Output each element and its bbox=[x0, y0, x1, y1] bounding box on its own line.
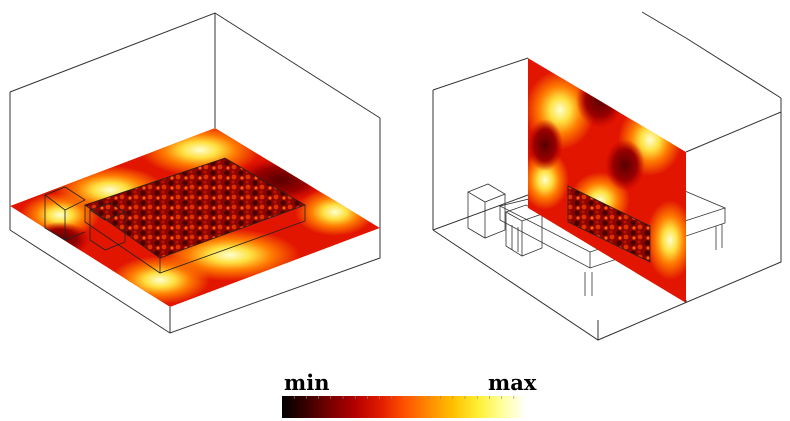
right-room-box bbox=[432, 11, 782, 231]
left-room-box bbox=[9, 12, 381, 230]
right-heatmap-slice bbox=[528, 58, 686, 303]
right-room-box-front bbox=[432, 228, 782, 341]
left-furniture bbox=[44, 157, 306, 274]
left-view bbox=[9, 12, 381, 334]
colorbar-ticks bbox=[293, 396, 515, 399]
colorbar-min-label: min bbox=[284, 370, 330, 395]
left-heatmap-slice bbox=[10, 128, 380, 307]
right-furniture bbox=[467, 171, 727, 296]
simulation-views bbox=[9, 11, 782, 341]
left-room-box-front bbox=[9, 228, 381, 334]
right-plane-edges bbox=[567, 185, 651, 263]
right-view bbox=[432, 11, 782, 341]
colorbar-max-label: max bbox=[488, 370, 537, 395]
colorbar-gradient bbox=[282, 396, 526, 418]
colorbar bbox=[282, 396, 526, 418]
